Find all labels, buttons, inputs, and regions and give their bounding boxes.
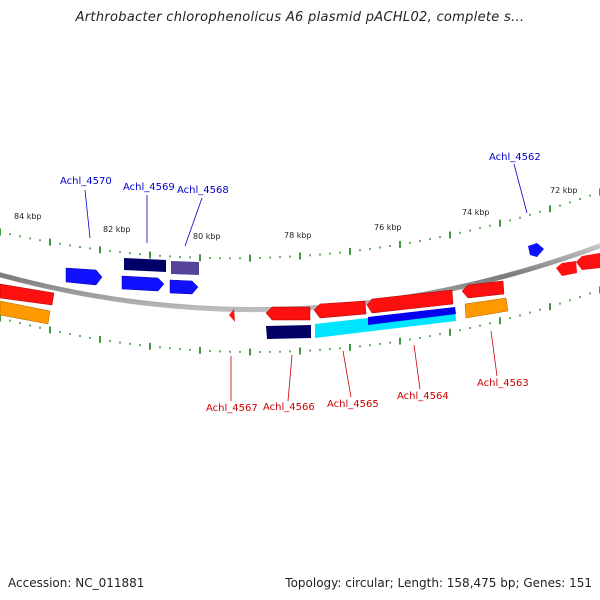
gene-label: Achl_4566 (263, 402, 315, 413)
gene-arrow (229, 309, 235, 322)
kbp-scale-labels: 84 kbp 82 kbp 80 kbp 78 kbp 76 kbp 74 kb… (14, 186, 578, 241)
kbp-label: 76 kbp (374, 223, 402, 232)
genome-summary-text: Topology: circular; Length: 158,475 bp; … (285, 576, 592, 590)
gene-arrow (576, 253, 600, 270)
kbp-label: 82 kbp (103, 225, 131, 234)
accession-text: Accession: NC_011881 (8, 576, 145, 590)
gene-arrow (0, 300, 51, 325)
gene-arrow (556, 261, 577, 276)
gene-arrow (266, 325, 311, 339)
kbp-label: 78 kbp (284, 231, 312, 240)
gene-arrow (171, 261, 199, 275)
gene-arrow (124, 258, 166, 272)
gene-label: Achl_4568 (177, 185, 229, 196)
gene-label: Achl_4565 (327, 399, 379, 410)
kbp-label: 80 kbp (193, 232, 221, 241)
gene-label: Achl_4562 (489, 152, 541, 163)
inner-scale-ring (0, 286, 600, 356)
reverse-leader-lines (230, 330, 498, 402)
gene-labels: Achl_4570 Achl_4569 Achl_4568 Achl_4562 … (60, 152, 541, 414)
outer-scale-ring (0, 188, 600, 262)
gene-label: Achl_4570 (60, 176, 112, 187)
gene-arrow (464, 297, 509, 319)
gene-arrow (169, 279, 199, 295)
kbp-label: 84 kbp (14, 212, 42, 221)
gene-label: Achl_4564 (397, 391, 449, 402)
gene-label: Achl_4569 (123, 182, 175, 193)
gene-arrow (65, 267, 103, 286)
gene-arrow (366, 289, 454, 314)
gene-label: Achl_4563 (477, 378, 529, 389)
gene-arrow (265, 306, 311, 321)
gene-arrow (0, 283, 55, 306)
gene-arrow (121, 275, 165, 292)
map-title: Arthrobacter chlorophenolicus A6 plasmid… (75, 10, 525, 25)
gene-arrow (368, 307, 456, 325)
gene-label: Achl_4567 (206, 403, 258, 414)
gene-arrow (461, 280, 505, 299)
gene-arrow (313, 300, 367, 319)
kbp-label: 72 kbp (550, 186, 578, 195)
reverse-strand-genes (0, 253, 600, 339)
forward-leader-lines (84, 163, 528, 247)
kbp-label: 74 kbp (462, 208, 490, 217)
forward-strand-genes (65, 243, 544, 295)
gene-arrow (528, 243, 544, 257)
